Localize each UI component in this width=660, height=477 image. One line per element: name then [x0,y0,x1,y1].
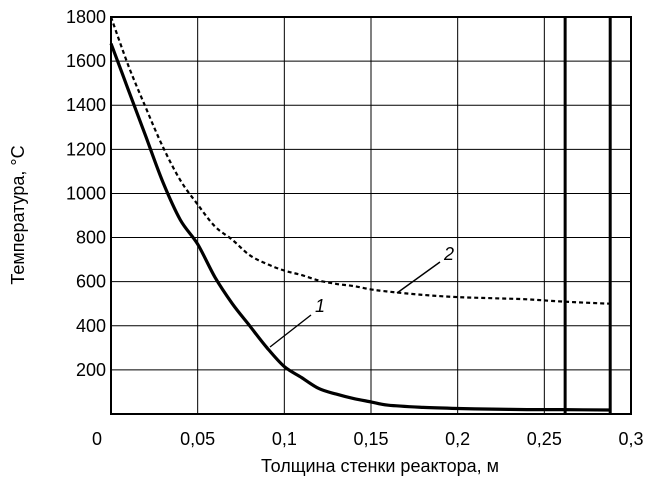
curve-1-leader [269,314,312,348]
x-tick-label: 0,15 [353,429,388,449]
y-tick-label: 600 [76,272,106,292]
tick-labels: 0 0,05 0,1 0,15 0,2 0,25 0,3200400600800100012… [66,7,644,449]
y-tick-label: 200 [76,360,106,380]
x-tick-label: 0,05 [180,429,215,449]
data-series [109,16,611,412]
y-tick-label: 400 [76,316,106,336]
series-1-line [109,42,611,412]
x-tick-label: 0,25 [527,429,562,449]
y-tick-label: 1000 [66,183,106,203]
curve-1-label: 1 [315,296,325,316]
x-tick-label: 0,1 [272,429,297,449]
y-tick-label: 1800 [66,7,106,27]
y-tick-label: 1600 [66,51,106,71]
curve-labels: 12 [269,244,454,348]
curve-2-leader [396,261,441,294]
x-axis-title: Толщина стенки реактора, м [261,456,499,476]
grid-lines [111,17,631,414]
series-2-line [109,16,611,305]
y-tick-label: 1400 [66,95,106,115]
y-axis-title: Температура, °С [8,145,28,284]
x-tick-label: 0 [92,429,102,449]
y-tick-label: 800 [76,228,106,248]
curve-2-label: 2 [443,244,454,264]
plot-frame [110,16,632,415]
y-tick-label: 1200 [66,139,106,159]
x-tick-label: 0,3 [618,429,643,449]
x-tick-label: 0,2 [445,429,470,449]
